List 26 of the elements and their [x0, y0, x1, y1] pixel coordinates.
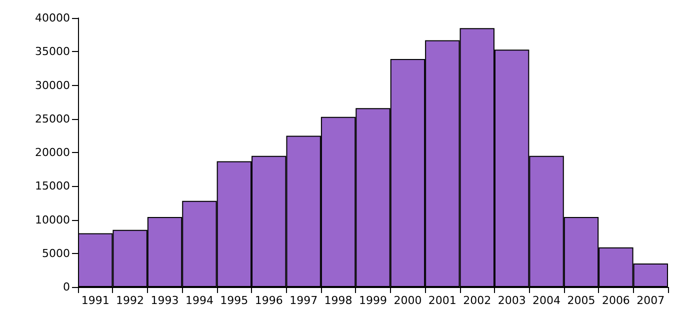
- x-tick-label: 1993: [150, 294, 179, 307]
- x-tick-label: 1997: [290, 294, 318, 307]
- x-tick-label: 1991: [81, 294, 110, 307]
- y-tick-label: 40000: [35, 12, 70, 24]
- x-tick-label: 1992: [116, 294, 144, 307]
- x-tick-label: 2006: [602, 294, 630, 307]
- y-tick-label: 10000: [35, 213, 70, 226]
- x-tick-label: 1998: [324, 294, 352, 307]
- x-tick-label: 1999: [359, 294, 387, 307]
- y-tick-label: 25000: [35, 112, 70, 126]
- x-tick-label: 2005: [567, 294, 596, 307]
- y-tick-label: 5000: [42, 246, 70, 260]
- x-tick-label: 2001: [428, 294, 456, 307]
- x-tick-label: 2003: [498, 294, 526, 307]
- x-tick-label: 2004: [532, 294, 561, 307]
- x-tick-label: 1995: [220, 294, 248, 307]
- y-tick-label: 35000: [35, 45, 70, 58]
- x-tick-label: 2000: [394, 294, 422, 307]
- x-tick-label: 2007: [636, 294, 665, 307]
- x-tick-label: 1996: [254, 294, 283, 307]
- y-tick-label: 0: [63, 280, 70, 294]
- x-tick-label: 1994: [185, 294, 214, 307]
- y-tick-label: 15000: [35, 180, 70, 193]
- x-tick-label: 2002: [463, 294, 492, 307]
- y-tick-label: 30000: [35, 78, 70, 92]
- y-tick-label: 20000: [35, 146, 70, 159]
